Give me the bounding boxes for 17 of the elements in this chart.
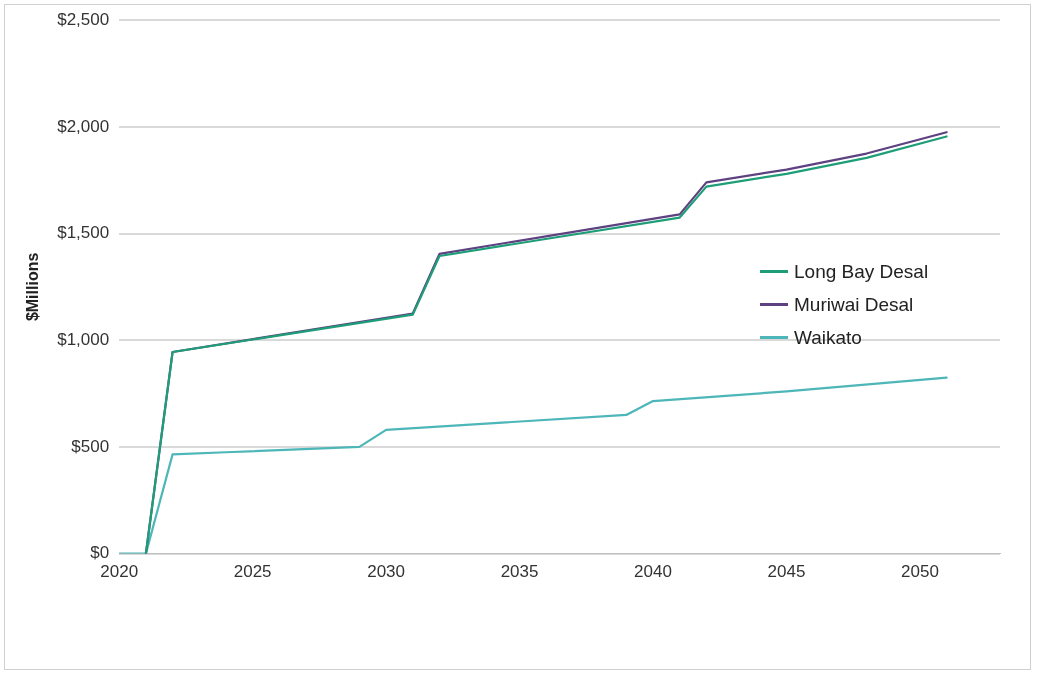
x-tick-label: 2030	[367, 562, 406, 582]
x-tick-label: 2020	[100, 562, 139, 582]
legend-label: Waikato	[794, 326, 862, 349]
y-tick-label: $2,500	[57, 9, 110, 29]
y-axis-title: $Millions	[24, 252, 42, 322]
x-tick-label: 2035	[500, 562, 539, 582]
y-tick-label: $1,500	[57, 223, 110, 243]
x-tick-label: 2040	[634, 562, 672, 582]
x-tick-label: 2025	[233, 562, 272, 582]
y-tick-label: $0	[90, 543, 110, 563]
x-tick-label: 2050	[901, 562, 939, 582]
x-tick-label: 2045	[767, 562, 806, 582]
y-tick-label: $2,000	[57, 116, 110, 136]
legend-label: Muriwai Desal	[794, 293, 914, 316]
y-tick-label: $500	[71, 436, 110, 456]
legend-label: Long Bay Desal	[794, 260, 929, 283]
y-tick-label: $1,000	[57, 329, 110, 349]
